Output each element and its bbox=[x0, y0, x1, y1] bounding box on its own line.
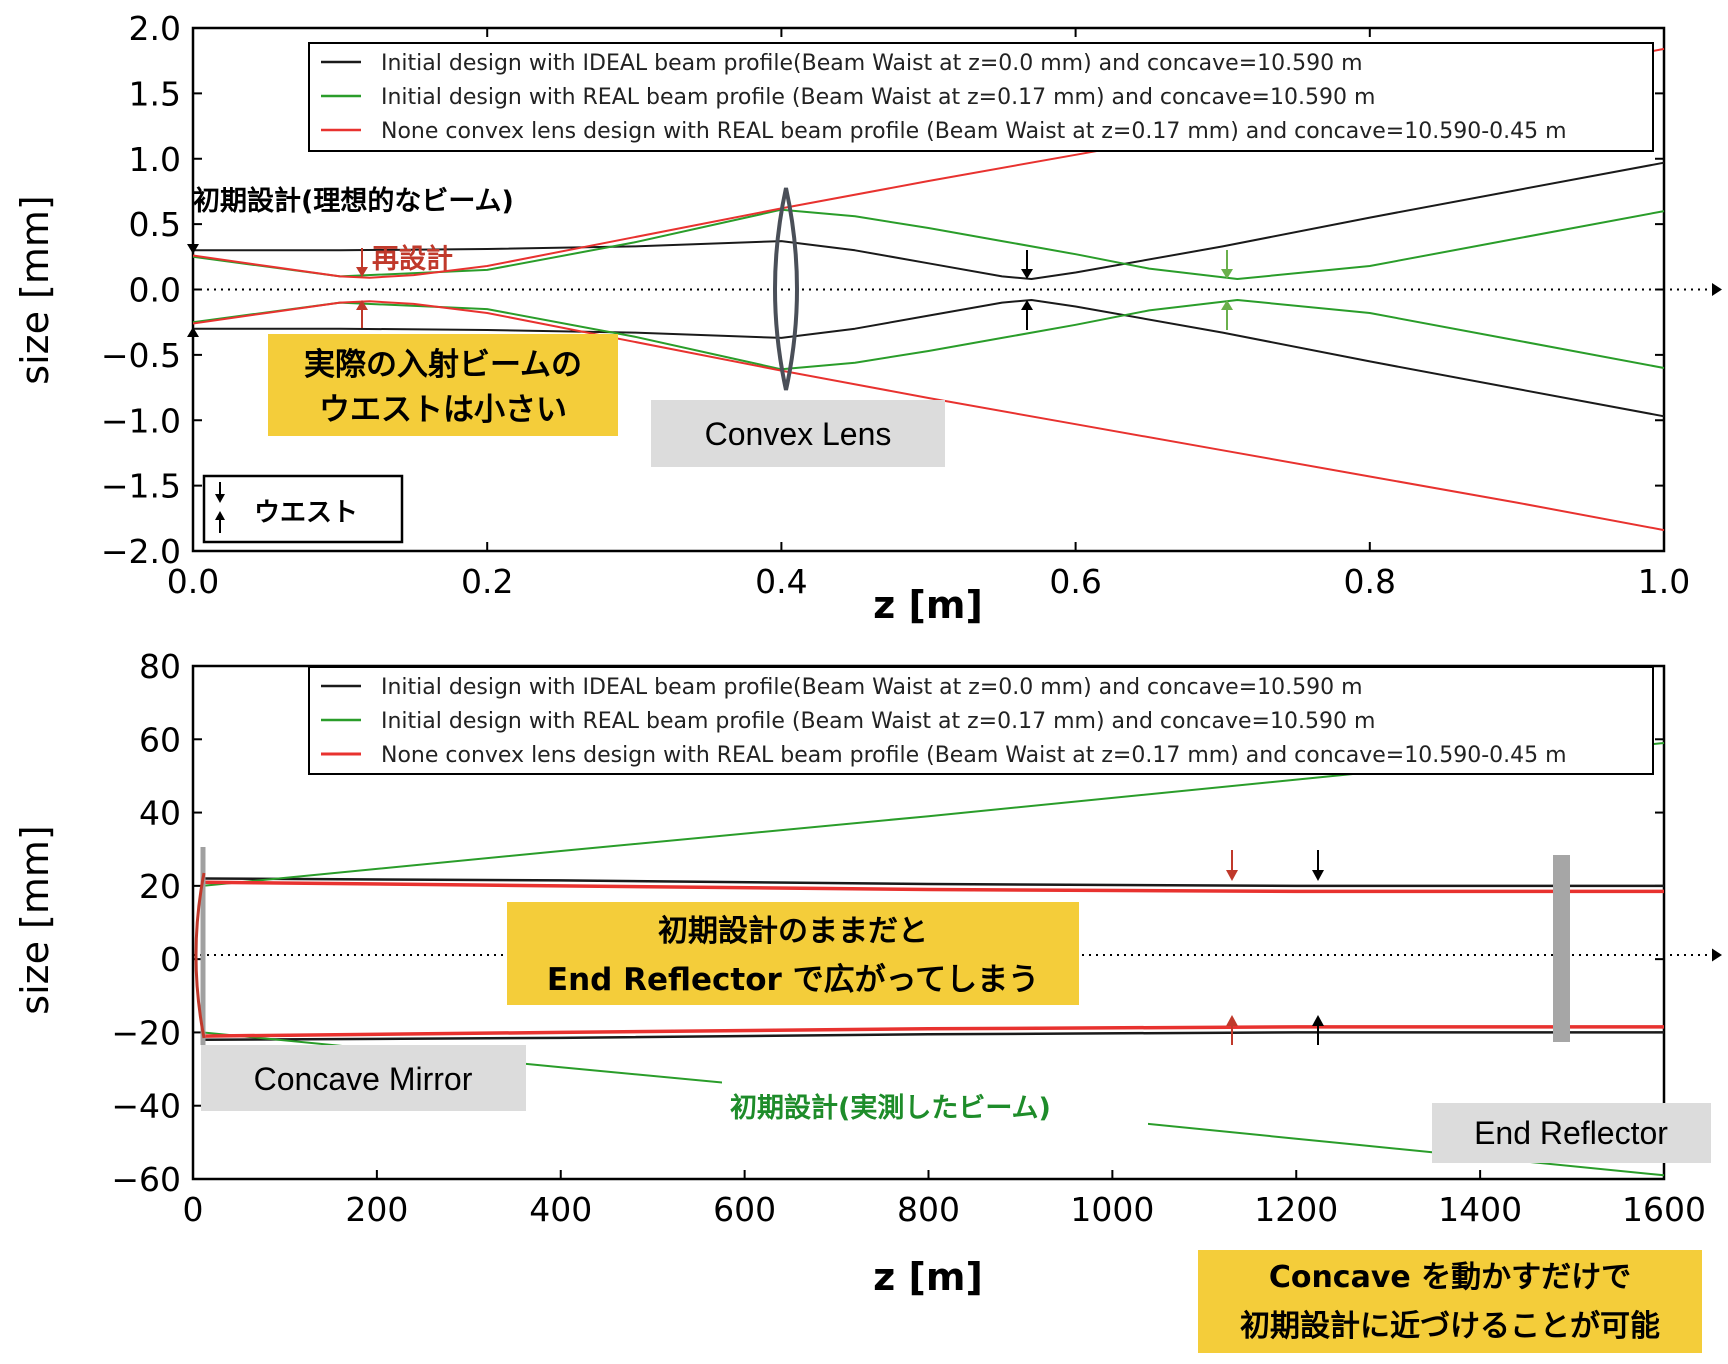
bottom-optical-axis-arrowhead bbox=[1712, 948, 1722, 962]
bottom-y-tick-label: −20 bbox=[111, 1013, 181, 1052]
top-y-tick-label: 1.5 bbox=[129, 74, 181, 113]
top-series-group bbox=[192, 47, 1665, 532]
top-y-tick-label: −2.0 bbox=[101, 532, 181, 571]
bottom-note-box bbox=[507, 902, 1079, 1005]
bottom-x-axis-label: z [m] bbox=[873, 1255, 983, 1299]
top-x-tick-label: 0.6 bbox=[1049, 562, 1101, 601]
top-note-line1: 実際の入射ビームの bbox=[304, 347, 582, 383]
convex-lens-label: Convex Lens bbox=[705, 416, 892, 452]
top-y-tick-label: 0.5 bbox=[129, 205, 181, 244]
waist-key-label: ウエスト bbox=[254, 498, 358, 528]
top-x-tick-label: 0.0 bbox=[167, 562, 219, 601]
waist-markers bbox=[187, 223, 1233, 357]
redesign-annotation: 再設計 bbox=[372, 243, 453, 275]
top-legend: Initial design with IDEAL beam profile(B… bbox=[308, 42, 1654, 152]
concave-mirror-label: Concave Mirror bbox=[254, 1061, 473, 1097]
top-note-line2: ウエストは小さい bbox=[319, 392, 567, 428]
top-y-axis-label: size [mm] bbox=[13, 195, 57, 384]
bottom-legend-label-real: Initial design with REAL beam profile (B… bbox=[381, 709, 1375, 734]
real-beam-annotation: 初期設計(実測したビーム) bbox=[730, 1092, 1051, 1124]
bottom-x-tick-label: 1200 bbox=[1254, 1190, 1338, 1229]
top-x-tick-label: 0.8 bbox=[1344, 562, 1396, 601]
bottom-note2-line2: 初期設計に近づけることが可能 bbox=[1240, 1309, 1660, 1344]
top-legend-label-none-convex: None convex lens design with REAL beam p… bbox=[381, 119, 1567, 144]
bottom-x-ticks: 0 200 400 600 800 1000 1200 1400 1600 bbox=[183, 666, 1706, 1229]
top-x-tick-label: 1.0 bbox=[1638, 562, 1690, 601]
top-y-tick-label: −1.0 bbox=[101, 401, 181, 440]
top-series-ideal-upper bbox=[193, 161, 1665, 280]
top-y-tick-label: 0.0 bbox=[129, 271, 181, 310]
bottom-legend-label-ideal: Initial design with IDEAL beam profile(B… bbox=[381, 675, 1363, 700]
waist-key-box bbox=[202, 474, 404, 544]
top-y-ticks: 2.0 1.5 1.0 0.5 0.0 −0.5 −1.0 −1.5 −2.0 bbox=[101, 9, 1664, 571]
bottom-series-ideal-lower bbox=[202, 1031, 1664, 1042]
top-series-none-convex-lower bbox=[192, 300, 1665, 532]
top-x-ticks: 0.0 0.2 0.4 0.6 0.8 1.0 bbox=[167, 28, 1690, 601]
bottom-legend: Initial design with IDEAL beam profile(B… bbox=[308, 666, 1654, 775]
concave-mirror-curve bbox=[194, 872, 206, 1039]
bottom-series-none-convex-lower bbox=[202, 1025, 1664, 1038]
top-x-tick-label: 0.4 bbox=[755, 562, 807, 601]
top-series-real-upper bbox=[192, 208, 1665, 280]
bottom-note2-box bbox=[1198, 1250, 1702, 1353]
top-chart: 2.01.51.00.50.0−0.5−1.0−1.5−2.0 0.0 0.2 0.… bbox=[13, 9, 1722, 627]
top-series-ideal-lower bbox=[193, 299, 1665, 418]
bottom-x-tick-label: 600 bbox=[713, 1190, 776, 1229]
bottom-legend-box bbox=[308, 666, 1654, 775]
ideal-beam-annotation: 初期設計(理想的なビーム) bbox=[193, 185, 514, 217]
top-y-tick-label: −1.5 bbox=[101, 467, 181, 506]
top-y-tick-label: −0.5 bbox=[101, 336, 181, 375]
bottom-x-tick-label: 1400 bbox=[1438, 1190, 1522, 1229]
bottom-waist-markers bbox=[1226, 850, 1324, 1045]
top-legend-label-ideal: Initial design with IDEAL beam profile(B… bbox=[381, 51, 1363, 76]
bottom-series-none-convex-upper bbox=[202, 880, 1664, 894]
bottom-y-tick-label: 40 bbox=[139, 794, 181, 833]
bottom-x-tick-label: 800 bbox=[897, 1190, 960, 1229]
top-legend-box bbox=[308, 42, 1654, 152]
bottom-y-tick-label: 80 bbox=[139, 647, 181, 686]
top-x-axis-label: z [m] bbox=[873, 583, 983, 627]
top-x-tick-label: 0.2 bbox=[461, 562, 513, 601]
bottom-x-tick-label: 0 bbox=[183, 1190, 204, 1229]
convex-lens-icon bbox=[773, 187, 799, 391]
bottom-y-tick-label: −60 bbox=[111, 1160, 181, 1199]
bottom-x-tick-label: 200 bbox=[345, 1190, 408, 1229]
bottom-legend-label-none-convex: None convex lens design with REAL beam p… bbox=[381, 743, 1567, 768]
top-series-real-lower bbox=[192, 299, 1665, 371]
bottom-series-group bbox=[202, 742, 1665, 1177]
real-beam-label-bg bbox=[722, 1080, 1148, 1132]
bottom-series-ideal-upper bbox=[202, 877, 1664, 888]
end-reflector-icon bbox=[1553, 855, 1570, 1042]
bottom-note-line1: 初期設計のままだと bbox=[658, 914, 928, 949]
top-y-tick-label: 2.0 bbox=[129, 9, 181, 48]
end-reflector-label: End Reflector bbox=[1474, 1115, 1668, 1151]
top-y-tick-label: 1.0 bbox=[129, 140, 181, 179]
bottom-x-tick-label: 1000 bbox=[1070, 1190, 1154, 1229]
bottom-y-tick-label: 60 bbox=[139, 720, 181, 759]
end-reflector-label-box bbox=[1432, 1103, 1711, 1163]
top-note-box bbox=[268, 334, 618, 436]
bottom-y-tick-label: 20 bbox=[139, 867, 181, 906]
bottom-x-tick-label: 400 bbox=[529, 1190, 592, 1229]
concave-mirror-label-box bbox=[201, 1045, 526, 1111]
bottom-y-axis-label: size [mm] bbox=[13, 825, 57, 1014]
bottom-x-tick-label: 1600 bbox=[1622, 1190, 1706, 1229]
bottom-note2-line1: Concave を動かすだけで bbox=[1269, 1260, 1631, 1295]
bottom-y-tick-label: −40 bbox=[111, 1087, 181, 1126]
top-legend-label-real: Initial design with REAL beam profile (B… bbox=[381, 85, 1375, 110]
top-optical-axis-arrowhead bbox=[1712, 283, 1722, 296]
convex-lens-label-box bbox=[651, 400, 945, 467]
bottom-y-tick-label: 0 bbox=[160, 940, 181, 979]
bottom-note-line2: End Reflector で広がってしまう bbox=[547, 962, 1039, 998]
